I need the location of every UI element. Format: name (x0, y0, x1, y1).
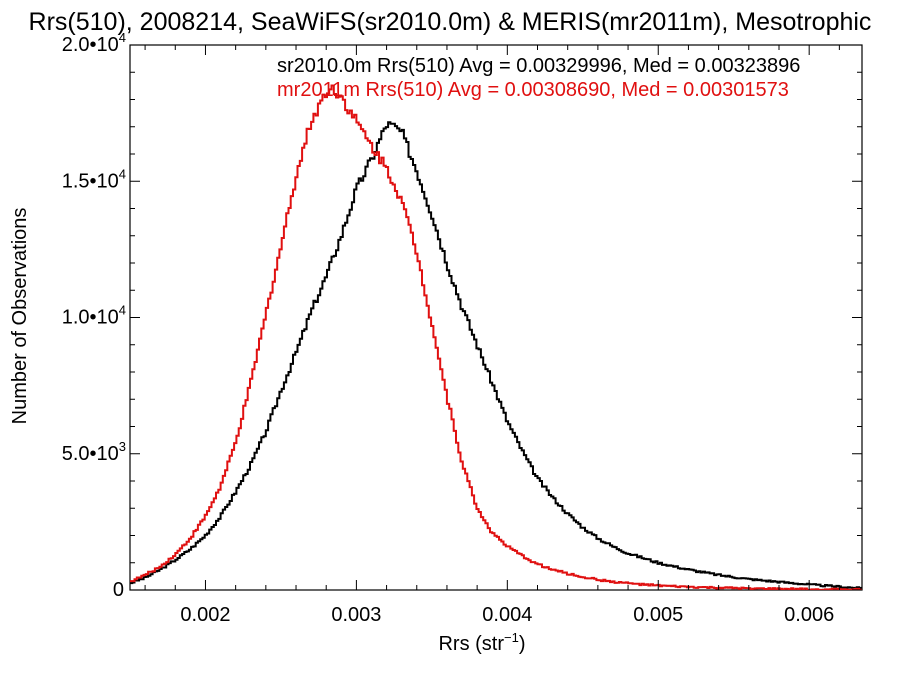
y-tick-label: 5.0•103 (62, 439, 126, 465)
y-tick-label: 2.0•104 (62, 30, 126, 56)
x-tick-label: 0.004 (482, 604, 532, 626)
y-tick-label: 1.5•104 (62, 166, 126, 192)
chart-title: Rrs(510), 2008214, SeaWiFS(sr2010.0m) & … (29, 8, 872, 36)
legend-entry-1: sr2010.0m Rrs(510) Avg = 0.00329996, Med… (277, 55, 800, 77)
y-tick-label: 0 (113, 579, 124, 601)
x-axis-label: Rrs (str−1) (438, 630, 525, 655)
series-line-1 (130, 121, 862, 590)
x-tick-label: 0.005 (633, 604, 683, 626)
y-axis-label: Number of Observations (9, 208, 31, 425)
y-tick-label: 1.0•104 (62, 303, 126, 329)
series-line-2 (130, 84, 862, 590)
x-axis-label-suffix: ) (519, 633, 526, 655)
x-tick-label: 0.002 (180, 604, 230, 626)
legend-entry-2: mr2011m Rrs(510) Avg = 0.00308690, Med =… (277, 79, 789, 101)
x-tick-label: 0.003 (331, 604, 381, 626)
series-layer (130, 84, 862, 590)
legend: sr2010.0m Rrs(510) Avg = 0.00329996, Med… (277, 55, 800, 101)
x-axis-label-text: Rrs (str (438, 633, 504, 655)
x-tick-label: 0.006 (784, 604, 834, 626)
x-axis-label-superscript: −1 (504, 630, 519, 645)
axis-ticks: 0.002 0.003 0.004 0.005 0.006 0 5.0•103 1.0•104… (62, 30, 862, 626)
